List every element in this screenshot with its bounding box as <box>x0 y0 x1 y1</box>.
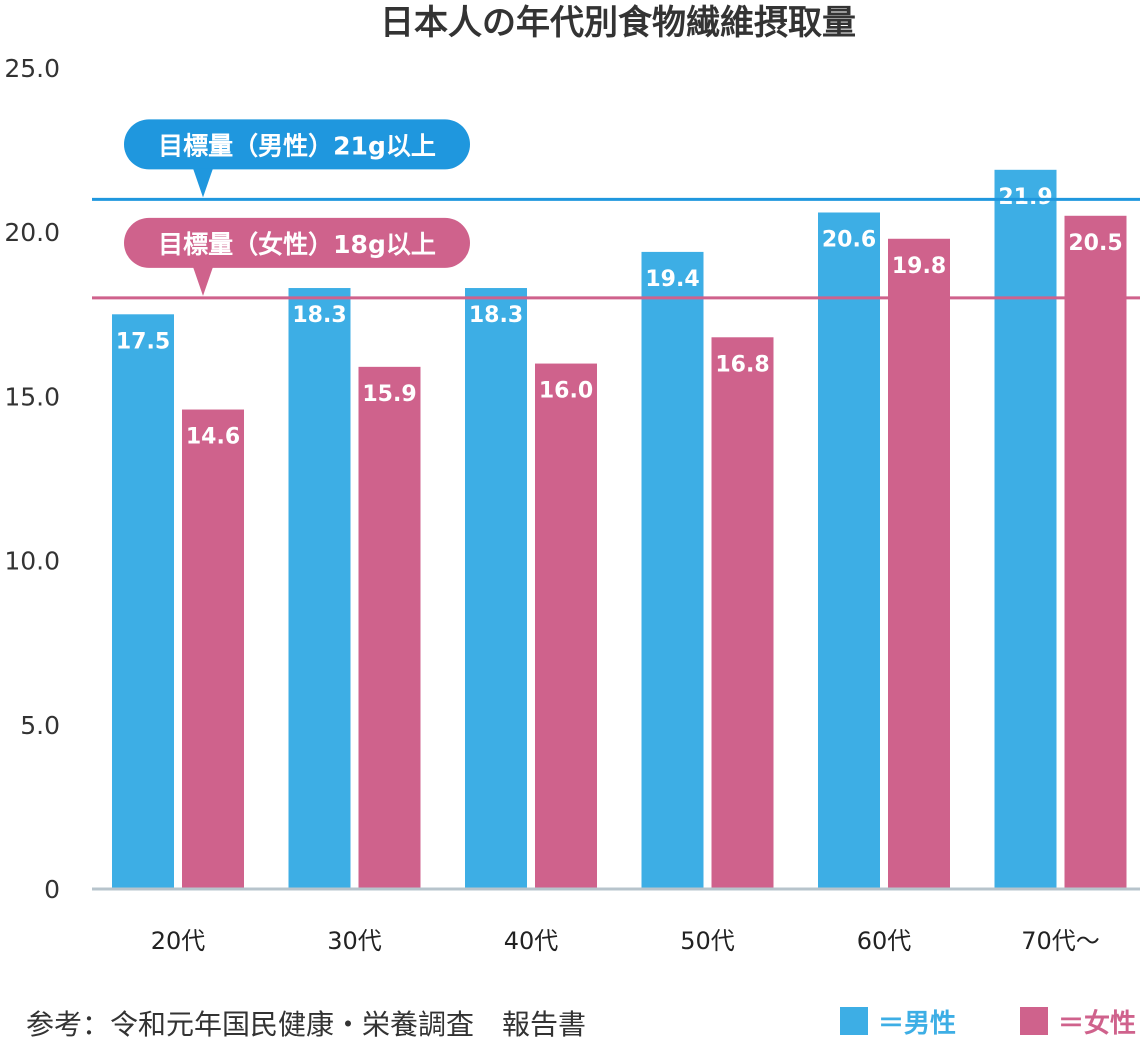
x-tick-label: 60代 <box>857 927 912 955</box>
target-label: 目標量（女性）18g以上 <box>158 230 436 259</box>
x-tick-label: 50代 <box>680 927 735 955</box>
bar-value-label: 18.3 <box>292 303 346 328</box>
legend-female-swatch <box>1020 1007 1048 1035</box>
bar-value-label: 14.6 <box>186 425 240 450</box>
legend-male-label: ＝男性 <box>878 1008 957 1039</box>
bar-female <box>182 409 244 889</box>
bar-chart: 日本人の年代別食物繊維摂取量 0 5.0 10.0 15.0 20.0 25.0 17.5… <box>4 3 1140 955</box>
bar-value-label: 16.8 <box>715 352 769 377</box>
bar-female <box>358 366 421 889</box>
bar-value-label: 21.9 <box>998 185 1052 210</box>
bar-value-label: 15.9 <box>362 382 416 407</box>
bars: 17.5 14.6 18.3 15.9 18.3 16.0 19.4 16.8 20.6 19.8… <box>112 169 1127 890</box>
y-tick-label: 20.0 <box>4 218 60 247</box>
bar-female <box>711 337 774 890</box>
bar-value-label: 19.8 <box>892 254 946 279</box>
bar-female <box>535 363 597 889</box>
source-note: 参考：令和元年国民健康・栄養調査 報告書 <box>26 1008 587 1041</box>
bar-value-label: 18.3 <box>469 303 523 328</box>
target-callout <box>124 217 470 268</box>
chart-title: 日本人の年代別食物繊維摂取量 <box>380 3 856 43</box>
y-tick-label: 5.0 <box>20 711 60 740</box>
x-tick-label: 30代 <box>327 927 382 955</box>
legend-male-swatch <box>840 1007 868 1035</box>
target-callout <box>124 119 470 170</box>
bar-male <box>288 288 351 889</box>
bar-female <box>888 238 950 889</box>
legend-female-label: ＝女性 <box>1058 1008 1137 1039</box>
bar-value-label: 17.5 <box>116 329 170 354</box>
y-tick-label: 0 <box>44 875 60 904</box>
bar-value-label: 20.6 <box>822 227 876 252</box>
y-tick-label: 10.0 <box>4 547 60 576</box>
bar-value-label: 20.5 <box>1068 231 1122 256</box>
bar-male <box>818 212 880 890</box>
y-axis-ticks: 0 5.0 10.0 15.0 20.0 25.0 <box>4 54 60 904</box>
x-tick-label: 20代 <box>151 927 206 955</box>
bar-male <box>465 288 527 889</box>
x-axis-ticks: 20代 30代 40代 50代 60代 70代〜 <box>151 927 1100 955</box>
legend-female: ＝女性 <box>1020 1003 1136 1039</box>
bar-value-label: 16.0 <box>539 379 593 404</box>
bar-male <box>641 251 704 890</box>
bar-male <box>994 169 1057 889</box>
bar-female <box>1064 215 1127 889</box>
target-callout-pointer <box>193 168 213 198</box>
legend-male: ＝男性 <box>840 1003 956 1039</box>
bar-value-label: 19.4 <box>645 267 699 292</box>
target-callout-pointer <box>193 266 213 296</box>
x-tick-label: 70代〜 <box>1021 927 1100 955</box>
bar-male <box>112 314 174 889</box>
y-tick-label: 25.0 <box>4 54 60 83</box>
y-tick-label: 15.0 <box>4 382 60 411</box>
x-tick-label: 40代 <box>504 927 559 955</box>
target-label: 目標量（男性）21g以上 <box>158 131 436 160</box>
